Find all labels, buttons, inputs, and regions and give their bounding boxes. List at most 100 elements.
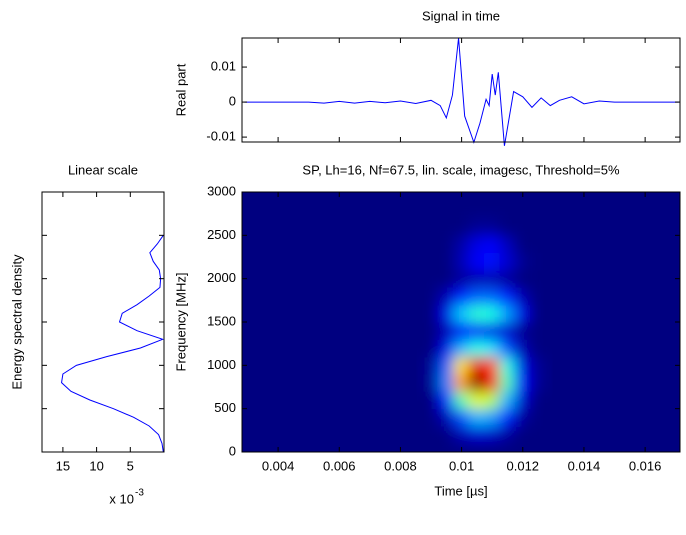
y-tick-label: 1000	[207, 357, 236, 372]
heatmap-cell	[438, 234, 455, 254]
heatmap-cell	[438, 286, 455, 306]
x-tick-label: 0.016	[629, 458, 662, 473]
x-tick-label: 0.006	[323, 458, 356, 473]
heatmap-cell	[499, 304, 516, 323]
x-multiplier-exponent: -3	[135, 488, 144, 499]
heatmap-cell	[453, 321, 470, 340]
heatmap	[242, 192, 680, 452]
heatmap-cell	[468, 321, 486, 340]
y-tick-label: 2500	[207, 227, 236, 242]
heatmap-cell	[422, 408, 440, 427]
heatmap-cell	[438, 408, 455, 427]
heatmap-cell	[484, 234, 501, 254]
heatmap-cell	[453, 408, 470, 427]
x-tick-label: 15	[56, 458, 70, 473]
y-axis-label: Energy spectral density	[9, 254, 24, 390]
heatmap-cell	[422, 252, 440, 271]
heatmap-cell	[529, 356, 547, 375]
y-axis-label: Real part	[173, 63, 188, 116]
signal-line	[244, 37, 679, 146]
heatmap-cell	[529, 269, 547, 288]
heatmap-cell	[438, 304, 455, 323]
heatmap-cell	[514, 356, 531, 375]
heatmap-cell	[499, 338, 516, 358]
x-multiplier: x 10	[109, 491, 134, 506]
heatmap-cell	[529, 217, 547, 236]
heatmap-cell	[453, 338, 470, 358]
heatmap-cell	[529, 321, 547, 340]
heatmap-cell	[468, 373, 486, 392]
heatmap-cell	[529, 304, 547, 323]
y-tick-label: 2000	[207, 270, 236, 285]
y-tick-label: 3000	[207, 183, 236, 198]
axes-title: SP, Lh=16, Nf=67.5, lin. scale, imagesc,…	[302, 162, 620, 177]
axes-title: Signal in time	[422, 8, 500, 23]
heatmap-cell	[422, 373, 440, 392]
x-axis-label: Time [µs]	[434, 483, 487, 498]
heatmap-cell	[468, 217, 486, 236]
heatmap-cell	[468, 408, 486, 427]
y-tick-label: 0.01	[211, 59, 236, 74]
heatmap-cell	[453, 304, 470, 323]
heatmap-cell	[438, 425, 455, 444]
axes-box	[241, 37, 681, 143]
heatmap-cell	[499, 252, 516, 271]
heatmap-cell	[514, 408, 531, 427]
axes-title: Linear scale	[68, 162, 138, 177]
heatmap-cell	[422, 304, 440, 323]
heatmap-cell	[499, 217, 516, 236]
heatmap-cell	[422, 425, 440, 444]
heatmap-cell	[514, 217, 531, 236]
heatmap-cell	[422, 217, 440, 236]
y-axis-label: Frequency [MHz]	[173, 273, 188, 372]
heatmap-cell	[422, 390, 440, 410]
heatmap-cell	[422, 321, 440, 340]
heatmap-cell	[529, 234, 547, 254]
signal-line	[61, 235, 165, 453]
heatmap-cell	[422, 286, 440, 306]
heatmap-cell	[514, 390, 531, 410]
heatmap-cell	[529, 338, 547, 358]
heatmap-cell	[422, 234, 440, 254]
x-tick-label: 5	[127, 458, 134, 473]
heatmap-cell	[514, 252, 531, 271]
heatmap-cell	[422, 338, 440, 358]
heatmap-cell	[529, 252, 547, 271]
heatmap-cell	[453, 425, 470, 444]
y-tick-label: 500	[214, 400, 236, 415]
heatmap-cell	[499, 286, 516, 306]
heatmap-cell	[484, 425, 501, 444]
heatmap-cell	[514, 321, 531, 340]
heatmap-cell	[453, 390, 470, 410]
heatmap-cell	[453, 373, 470, 392]
heatmap-cell	[499, 373, 516, 392]
heatmap-cell	[422, 269, 440, 288]
heatmap-cell	[468, 234, 486, 254]
heatmap-cell	[499, 269, 516, 288]
heatmap-cell	[499, 425, 516, 444]
heatmap-cell	[453, 356, 470, 375]
heatmap-cell	[438, 269, 455, 288]
heatmap-cell	[453, 252, 470, 271]
heatmap-cell	[484, 252, 501, 271]
heatmap-cell	[468, 390, 486, 410]
x-tick-label: 10	[89, 458, 103, 473]
heatmap-cell	[422, 356, 440, 375]
heatmap-cell	[438, 338, 455, 358]
heatmap-cell	[438, 356, 455, 375]
heatmap-cell	[438, 390, 455, 410]
heatmap-cell	[484, 356, 501, 375]
heatmap-cell	[514, 304, 531, 323]
x-tick-label: 0.008	[384, 458, 417, 473]
heatmap-cell	[484, 338, 501, 358]
heatmap-cell	[529, 286, 547, 306]
heatmap-cell	[499, 234, 516, 254]
heatmap-cell	[484, 217, 501, 236]
heatmap-cell	[438, 373, 455, 392]
heatmap-cell	[514, 373, 531, 392]
heatmap-cell	[514, 269, 531, 288]
axes-box	[41, 191, 165, 453]
heatmap-cell	[484, 286, 501, 306]
heatmap-cell	[468, 286, 486, 306]
